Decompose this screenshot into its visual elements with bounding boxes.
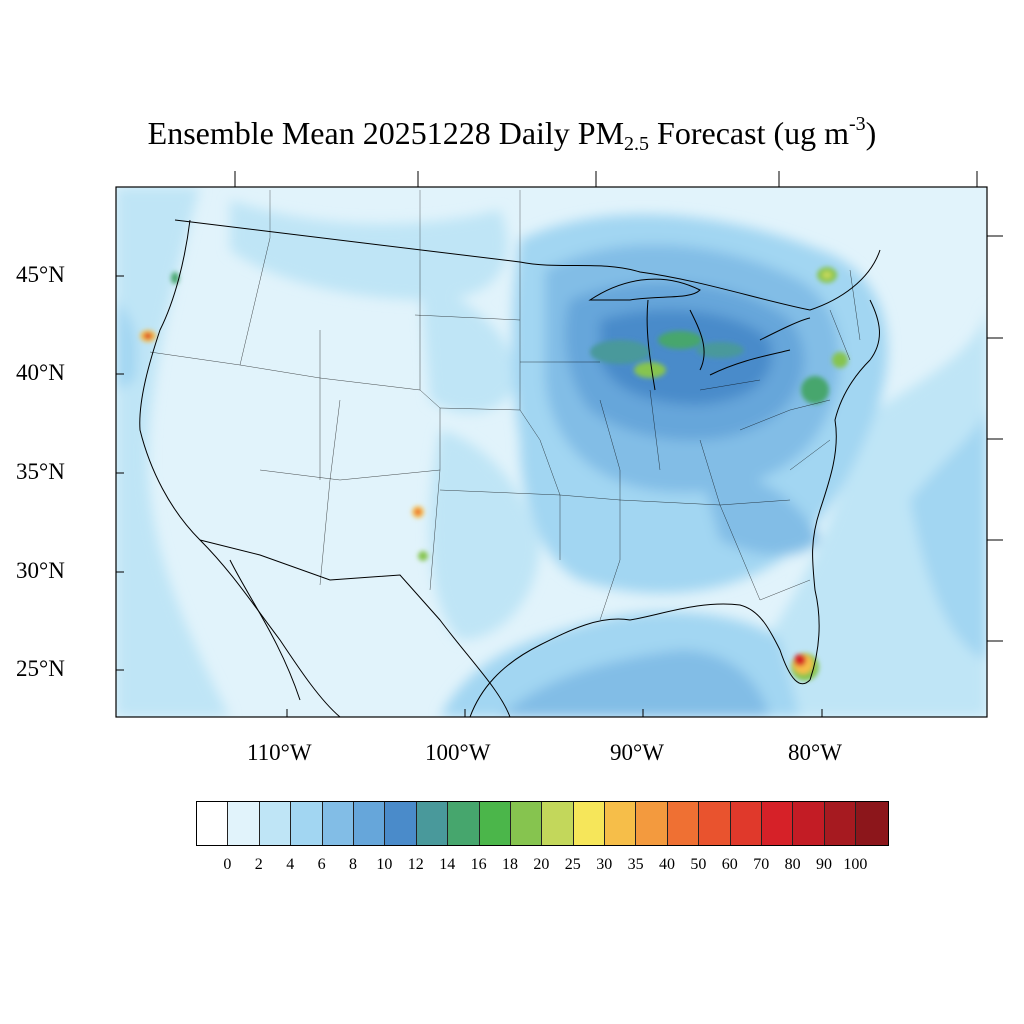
axis-ticks [116,171,1003,717]
colorbar-tick-label: 70 [753,856,770,873]
colorbar-tick-label: 90 [816,856,832,873]
colorbar-tick-label: 8 [349,856,357,873]
lon-label-90w: 90°W [610,740,664,765]
colorbar-tick-label: 12 [407,856,424,873]
title-subscript: 2.5 [624,133,650,155]
colorbar-box [667,802,700,845]
chart-title: Ensemble Mean 20251228 Daily PM2.5 Forec… [0,113,1024,156]
colorbar-tick-label: 16 [470,856,487,873]
colorbar-tick-label: 35 [627,856,644,873]
colorbar-tick-label: 30 [596,856,613,873]
map-frame [115,186,988,718]
concentration-field [116,187,987,717]
colorbar-box [353,802,386,845]
state-borders [149,237,861,621]
colorbar-box [636,802,668,845]
colorbar-tick-label: 4 [286,856,295,873]
colorbar-tick-label: 25 [564,856,581,873]
title-close: ) [865,115,877,151]
colorbar-box [762,802,794,845]
colorbar-box [228,802,260,845]
colorbar-tick-label: 100 [843,856,868,873]
lat-label-35n: 35°N [16,459,65,484]
title-after: Forecast (ug m [649,115,849,151]
colorbar-box [510,802,543,845]
lon-label-100w: 100°W [425,740,491,765]
colorbar-tick-label: 40 [659,856,675,873]
colorbar-tick-label: 18 [502,856,518,873]
colorbar-box [730,802,763,845]
colorbar-tick-label: 0 [223,856,232,873]
colorbar-box [573,802,606,845]
colorbar-tick-label: 14 [439,856,456,873]
colorbar-box [824,802,857,845]
coastlines [139,219,881,717]
colorbar-box [793,802,825,845]
colorbar-tick-label: 6 [317,856,326,873]
colorbar-tick-label: 2 [254,856,263,873]
lon-label-80w: 80°W [788,740,842,765]
colorbar-tick-label: 10 [376,856,393,873]
colorbar-box [448,802,480,845]
lat-label-30n: 30°N [16,558,65,583]
title-superscript: -3 [849,113,866,135]
colorbar-tick-label: 50 [690,856,707,873]
colorbar-tick-label: 80 [784,856,801,873]
lon-label-110w: 110°W [247,740,312,765]
lat-label-45n: 45°N [16,262,65,287]
lat-label-25n: 25°N [16,656,65,681]
colorbar-box [605,802,637,845]
colorbar-box [542,802,574,845]
colorbar-tick-label: 20 [533,856,550,873]
colorbar-box [699,802,731,845]
colorbar-tick-label: 60 [721,856,738,873]
colorbar-box [416,802,449,845]
colorbar-box [197,802,229,845]
colorbar [196,801,889,846]
title-main: Ensemble Mean 20251228 Daily PM [147,115,625,151]
colorbar-box [385,802,417,845]
colorbar-box [259,802,292,845]
map-field [116,187,987,717]
colorbar-box [856,802,888,845]
colorbar-box [479,802,511,845]
lat-label-40n: 40°N [16,360,65,385]
colorbar-box [291,802,323,845]
colorbar-box [322,802,354,845]
